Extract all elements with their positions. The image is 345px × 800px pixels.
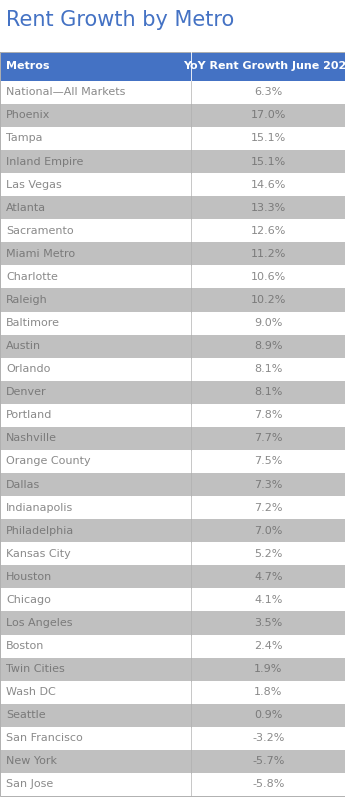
Text: 13.3%: 13.3%	[250, 202, 286, 213]
Text: San Jose: San Jose	[6, 779, 53, 790]
Bar	[0, 634, 345, 658]
Bar	[0, 704, 345, 726]
Bar	[0, 358, 345, 381]
Bar	[0, 473, 345, 496]
Text: Dallas: Dallas	[6, 479, 40, 490]
Bar	[0, 219, 345, 242]
Text: Tampa: Tampa	[6, 134, 43, 143]
Text: 3.5%: 3.5%	[254, 618, 282, 628]
Bar	[0, 726, 345, 750]
Bar	[0, 127, 345, 150]
Bar	[0, 311, 345, 334]
Bar	[0, 773, 345, 796]
Bar	[0, 173, 345, 196]
Text: 12.6%: 12.6%	[250, 226, 286, 236]
Text: 4.7%: 4.7%	[254, 572, 283, 582]
Bar	[0, 81, 345, 104]
Text: 8.1%: 8.1%	[254, 364, 283, 374]
Text: Austin: Austin	[6, 341, 41, 351]
Bar	[0, 566, 345, 588]
Text: Atlanta: Atlanta	[6, 202, 46, 213]
Bar	[0, 266, 345, 289]
Text: 14.6%: 14.6%	[250, 180, 286, 190]
Bar	[0, 381, 345, 404]
Text: Seattle: Seattle	[6, 710, 46, 720]
Bar	[0, 289, 345, 311]
Text: San Francisco: San Francisco	[6, 734, 83, 743]
Text: National—All Markets: National—All Markets	[6, 87, 126, 98]
Text: Metros: Metros	[6, 62, 50, 71]
Text: Denver: Denver	[6, 387, 47, 398]
Bar	[0, 519, 345, 542]
Bar	[0, 196, 345, 219]
Text: 0.9%: 0.9%	[254, 710, 283, 720]
Text: 10.6%: 10.6%	[250, 272, 286, 282]
Bar	[0, 681, 345, 704]
Text: 1.9%: 1.9%	[254, 664, 283, 674]
Text: Orlando: Orlando	[6, 364, 51, 374]
Text: -3.2%: -3.2%	[252, 734, 284, 743]
Text: -5.8%: -5.8%	[252, 779, 284, 790]
Bar	[0, 242, 345, 266]
Text: New York: New York	[6, 756, 57, 766]
Text: Sacramento: Sacramento	[6, 226, 74, 236]
Text: 10.2%: 10.2%	[250, 295, 286, 305]
Text: Orange County: Orange County	[6, 457, 91, 466]
Text: 15.1%: 15.1%	[250, 157, 286, 166]
Text: 17.0%: 17.0%	[250, 110, 286, 121]
Bar	[0, 427, 345, 450]
Text: Twin Cities: Twin Cities	[6, 664, 65, 674]
Text: Nashville: Nashville	[6, 434, 57, 443]
Text: -5.7%: -5.7%	[252, 756, 284, 766]
Text: 7.0%: 7.0%	[254, 526, 283, 536]
Text: 4.1%: 4.1%	[254, 595, 283, 605]
Text: 15.1%: 15.1%	[250, 134, 286, 143]
Text: Baltimore: Baltimore	[6, 318, 60, 328]
Text: Philadelphia: Philadelphia	[6, 526, 75, 536]
Bar	[0, 450, 345, 473]
Bar	[0, 404, 345, 427]
Text: Wash DC: Wash DC	[6, 687, 56, 697]
Bar	[0, 104, 345, 127]
Text: 6.3%: 6.3%	[254, 87, 282, 98]
Bar	[0, 611, 345, 634]
Bar	[0, 496, 345, 519]
Text: 7.7%: 7.7%	[254, 434, 283, 443]
Text: Boston: Boston	[6, 641, 45, 651]
Text: 2.4%: 2.4%	[254, 641, 283, 651]
Text: Las Vegas: Las Vegas	[6, 180, 62, 190]
Text: Chicago: Chicago	[6, 595, 51, 605]
Text: Indianapolis: Indianapolis	[6, 502, 73, 513]
Text: 7.5%: 7.5%	[254, 457, 283, 466]
Text: 7.2%: 7.2%	[254, 502, 283, 513]
Bar	[0, 750, 345, 773]
Text: 8.1%: 8.1%	[254, 387, 283, 398]
Bar	[0, 52, 345, 81]
Text: Inland Empire: Inland Empire	[6, 157, 83, 166]
Text: Portland: Portland	[6, 410, 52, 420]
Text: Los Angeles: Los Angeles	[6, 618, 73, 628]
Text: Raleigh: Raleigh	[6, 295, 48, 305]
Text: Phoenix: Phoenix	[6, 110, 51, 121]
Text: 8.9%: 8.9%	[254, 341, 283, 351]
Bar	[0, 542, 345, 566]
Text: 5.2%: 5.2%	[254, 549, 283, 558]
Bar	[0, 150, 345, 173]
Text: YoY Rent Growth June 2021: YoY Rent Growth June 2021	[183, 62, 345, 71]
Bar	[0, 588, 345, 611]
Text: Kansas City: Kansas City	[6, 549, 71, 558]
Text: 7.3%: 7.3%	[254, 479, 283, 490]
Text: Houston: Houston	[6, 572, 52, 582]
Bar	[0, 334, 345, 358]
Text: Charlotte: Charlotte	[6, 272, 58, 282]
Text: Rent Growth by Metro: Rent Growth by Metro	[6, 10, 235, 30]
Text: 9.0%: 9.0%	[254, 318, 283, 328]
Text: Miami Metro: Miami Metro	[6, 249, 75, 259]
Text: 11.2%: 11.2%	[250, 249, 286, 259]
Text: 1.8%: 1.8%	[254, 687, 283, 697]
Text: 7.8%: 7.8%	[254, 410, 283, 420]
Bar	[0, 658, 345, 681]
